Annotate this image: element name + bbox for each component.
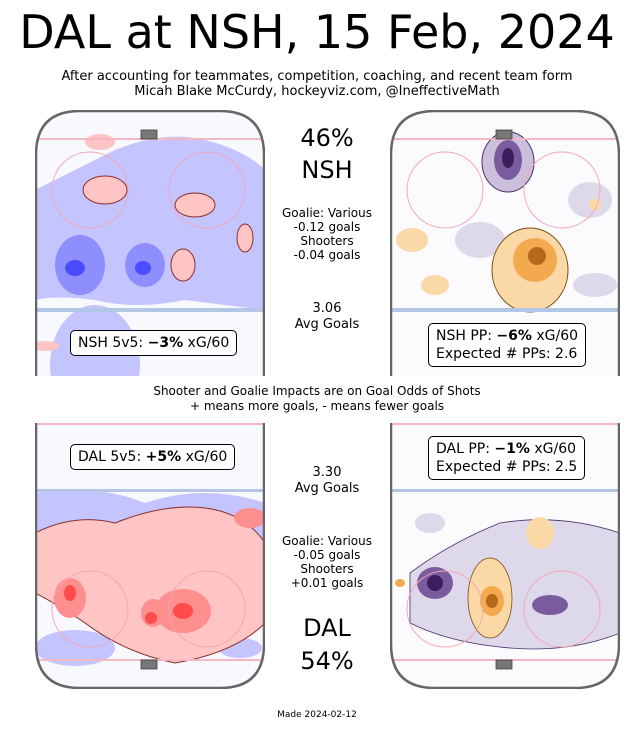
heat-orange-region — [486, 594, 498, 608]
heat-red-region — [82, 175, 128, 205]
nsh-win-pct: 46% — [300, 124, 354, 152]
heat-red-region — [236, 223, 254, 253]
legend-value: −3% — [147, 335, 184, 351]
heat-orange-region — [395, 579, 405, 587]
shooters-label: Shooters — [300, 562, 354, 576]
legend-prefix: DAL 5v5: — [78, 449, 146, 465]
heat-blue-region — [65, 260, 85, 276]
note-line-1: Shooter and Goalie Impacts are on Goal O… — [153, 384, 481, 398]
legend-prefix: DAL PP: — [436, 441, 495, 457]
heat-orange-region — [396, 228, 428, 252]
heat-purple-region — [409, 519, 620, 650]
shooters-value: -0.04 goals — [293, 248, 361, 262]
heat-red-region — [35, 341, 59, 351]
legend-nsh-5v5: NSH 5v5: −3% xG/60 — [70, 330, 238, 356]
chart-title: DAL at NSH, 15 Feb, 2024 — [19, 5, 615, 59]
legend-expected-pps: Expected # PPs: 2.5 — [436, 459, 578, 475]
dal-team-label: DAL — [303, 614, 351, 642]
heat-purple-region — [502, 148, 514, 168]
heat-red-region — [174, 192, 216, 218]
avg-goals-label: Avg Goals — [294, 481, 360, 496]
nsh-avg-goals: 3.06 Avg Goals — [262, 301, 392, 333]
legend-unit: xG/60 — [529, 441, 577, 457]
heat-orange-region — [526, 517, 554, 549]
legend-dal-5v5: DAL 5v5: +5% xG/60 — [70, 444, 236, 470]
legend-prefix: NSH PP: — [436, 328, 497, 344]
avg-goals-label: Avg Goals — [294, 317, 360, 332]
heat-blue-region — [135, 261, 151, 275]
heat-purple-region — [573, 273, 617, 297]
dal-win-pct: 54% — [300, 647, 354, 675]
legend-dal-pp: DAL PP: −1% xG/60 Expected # PPs: 2.5 — [428, 436, 586, 480]
heat-red-region — [145, 612, 157, 624]
legend-value: +5% — [145, 449, 182, 465]
heat-purple-region — [568, 182, 612, 218]
shooters-value: +0.01 goals — [290, 576, 364, 590]
heat-red-region — [173, 603, 193, 619]
legend-unit: xG/60 — [531, 328, 579, 344]
chart-subtitle: After accounting for teammates, competit… — [0, 69, 634, 99]
heat-orange-region — [421, 275, 449, 295]
heat-red-region — [64, 585, 76, 601]
subtitle-line-2: Micah Blake McCurdy, hockeyviz.com, @Ine… — [134, 84, 500, 99]
heat-purple-region — [532, 595, 568, 615]
dal-impacts: Goalie: Various -0.05 goals Shooters +0.… — [262, 534, 392, 590]
legend-prefix: NSH 5v5: — [78, 335, 148, 351]
legend-value: −6% — [496, 328, 532, 344]
nsh-impacts: Goalie: Various -0.12 goals Shooters -0.… — [262, 206, 392, 262]
legend-expected-pps: Expected # PPs: 2.6 — [436, 346, 578, 362]
shooters-label: Shooters — [300, 234, 354, 248]
avg-goals-value: 3.30 — [312, 465, 342, 480]
subtitle-line-1: After accounting for teammates, competit… — [61, 69, 573, 84]
goalie-value: -0.05 goals — [293, 548, 361, 562]
made-date: Made 2024-02-12 — [277, 710, 357, 720]
heat-blue-region — [35, 630, 115, 666]
heat-purple-region — [455, 222, 505, 258]
heat-purple-region — [427, 575, 443, 591]
heat-red-region — [234, 508, 265, 528]
legend-unit: xG/60 — [181, 449, 228, 465]
heat-red-region — [170, 248, 196, 282]
avg-goals-value: 3.06 — [312, 301, 342, 316]
dal-avg-goals: 3.30 Avg Goals — [262, 465, 392, 497]
legend-nsh-pp: NSH PP: −6% xG/60 Expected # PPs: 2.6 — [428, 323, 587, 367]
legend-value: −1% — [494, 441, 530, 457]
impacts-note: Shooter and Goalie Impacts are on Goal O… — [0, 384, 634, 414]
heat-red-region — [85, 134, 115, 150]
heat-orange-region — [528, 247, 546, 265]
goalie-value: -0.12 goals — [293, 220, 361, 234]
nsh-team-label: NSH — [301, 156, 353, 184]
note-line-2: + means more goals, - means fewer goals — [189, 399, 445, 413]
goalie-label: Goalie: Various — [282, 206, 372, 220]
goalie-label: Goalie: Various — [282, 534, 372, 548]
legend-unit: xG/60 — [183, 335, 230, 351]
heat-purple-region — [415, 513, 445, 533]
